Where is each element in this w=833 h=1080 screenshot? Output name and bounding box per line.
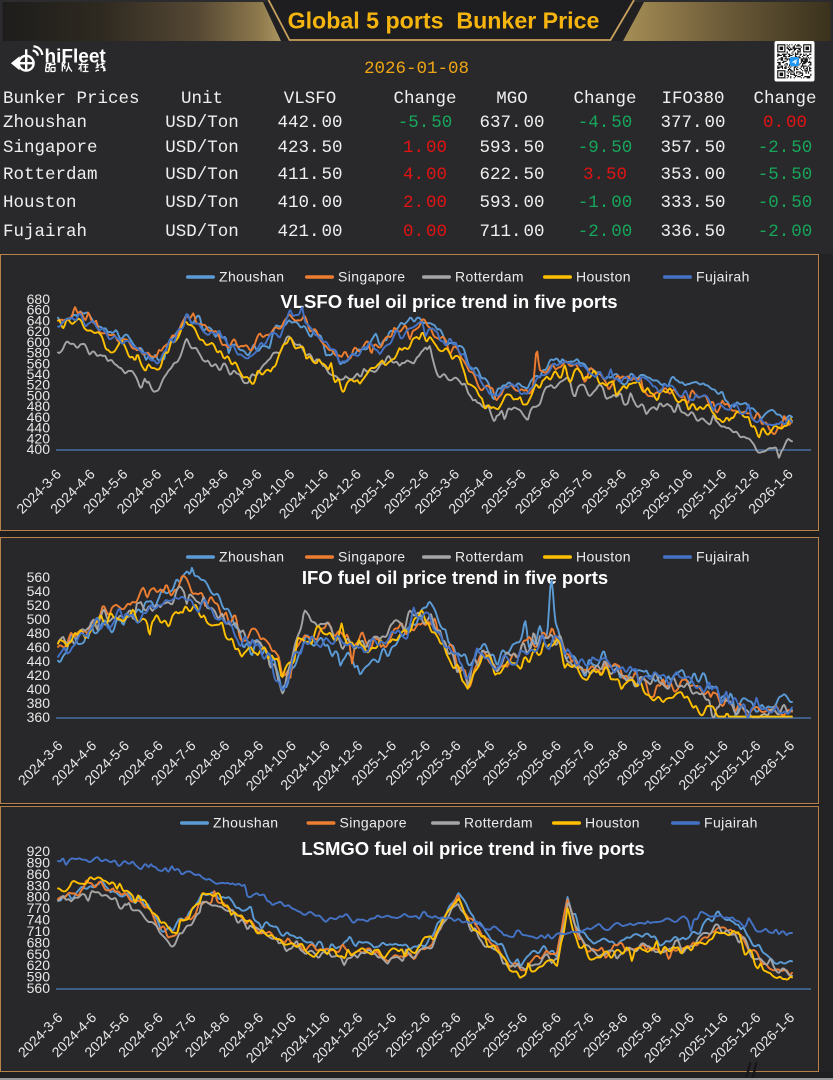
svg-text:Singapore: Singapore: [338, 269, 405, 285]
svg-text:680: 680: [27, 934, 51, 950]
svg-text:540: 540: [27, 366, 51, 382]
svg-text:380: 380: [27, 695, 51, 711]
svg-text:IFO fuel oil price trend in fi: IFO fuel oil price trend in five ports: [302, 567, 608, 588]
svg-text:620: 620: [27, 957, 51, 973]
svg-text:830: 830: [27, 877, 51, 893]
svg-text:Fujairah: Fujairah: [696, 269, 750, 285]
svg-text:480: 480: [27, 398, 51, 414]
svg-text:Zhoushan: Zhoushan: [219, 269, 284, 285]
svg-text:580: 580: [27, 345, 51, 361]
svg-text:650: 650: [27, 946, 51, 962]
svg-text:890: 890: [27, 854, 51, 870]
svg-text:680: 680: [27, 291, 51, 307]
svg-text:800: 800: [27, 889, 51, 905]
svg-text:Zhoushan: Zhoushan: [213, 815, 278, 831]
svg-text:Rotterdam: Rotterdam: [455, 269, 524, 285]
svg-text:Fujairah: Fujairah: [704, 815, 758, 831]
svg-text:460: 460: [27, 409, 51, 425]
svg-text:Rotterdam: Rotterdam: [455, 549, 524, 565]
svg-text:Global 5 ports Bunker Price: Global 5 ports Bunker Price: [288, 8, 600, 34]
svg-text:590: 590: [27, 969, 51, 985]
svg-text:Singapore: Singapore: [338, 549, 405, 565]
svg-text:Fujairah: Fujairah: [696, 549, 750, 565]
svg-text:420: 420: [27, 667, 51, 683]
svg-text:480: 480: [27, 625, 51, 641]
svg-text:620: 620: [27, 323, 51, 339]
svg-text:360: 360: [27, 709, 51, 725]
svg-text:540: 540: [27, 583, 51, 599]
svg-text:560: 560: [27, 569, 51, 585]
svg-text:500: 500: [27, 387, 51, 403]
svg-text:Zhoushan: Zhoushan: [219, 549, 284, 565]
svg-text:920: 920: [27, 843, 51, 859]
svg-text:520: 520: [27, 377, 51, 393]
svg-text:710: 710: [27, 923, 51, 939]
svg-text:Houston: Houston: [576, 269, 631, 285]
svg-text:hiFleet: hiFleet: [45, 46, 107, 67]
svg-text:660: 660: [27, 302, 51, 318]
svg-text:770: 770: [27, 900, 51, 916]
svg-text:440: 440: [27, 653, 51, 669]
svg-text:740: 740: [27, 912, 51, 928]
svg-text:860: 860: [27, 866, 51, 882]
svg-text:VLSFO fuel oil price trend in: VLSFO fuel oil price trend in five ports: [280, 291, 617, 312]
svg-text:600: 600: [27, 334, 51, 350]
svg-text:560: 560: [27, 355, 51, 371]
svg-text:560: 560: [27, 980, 51, 996]
svg-text:460: 460: [27, 639, 51, 655]
svg-text:440: 440: [27, 420, 51, 436]
svg-text:420: 420: [27, 430, 51, 446]
svg-text:640: 640: [27, 312, 51, 328]
svg-text:400: 400: [27, 681, 51, 697]
svg-text:520: 520: [27, 597, 51, 613]
svg-text:Houston: Houston: [576, 549, 631, 565]
svg-text:Rotterdam: Rotterdam: [464, 815, 533, 831]
svg-text:400: 400: [27, 441, 51, 457]
svg-text:Singapore: Singapore: [340, 815, 407, 831]
svg-text:Houston: Houston: [585, 815, 640, 831]
svg-text:LSMGO fuel oil price trend in: LSMGO fuel oil price trend in five ports: [301, 838, 644, 859]
svg-text:500: 500: [27, 611, 51, 627]
